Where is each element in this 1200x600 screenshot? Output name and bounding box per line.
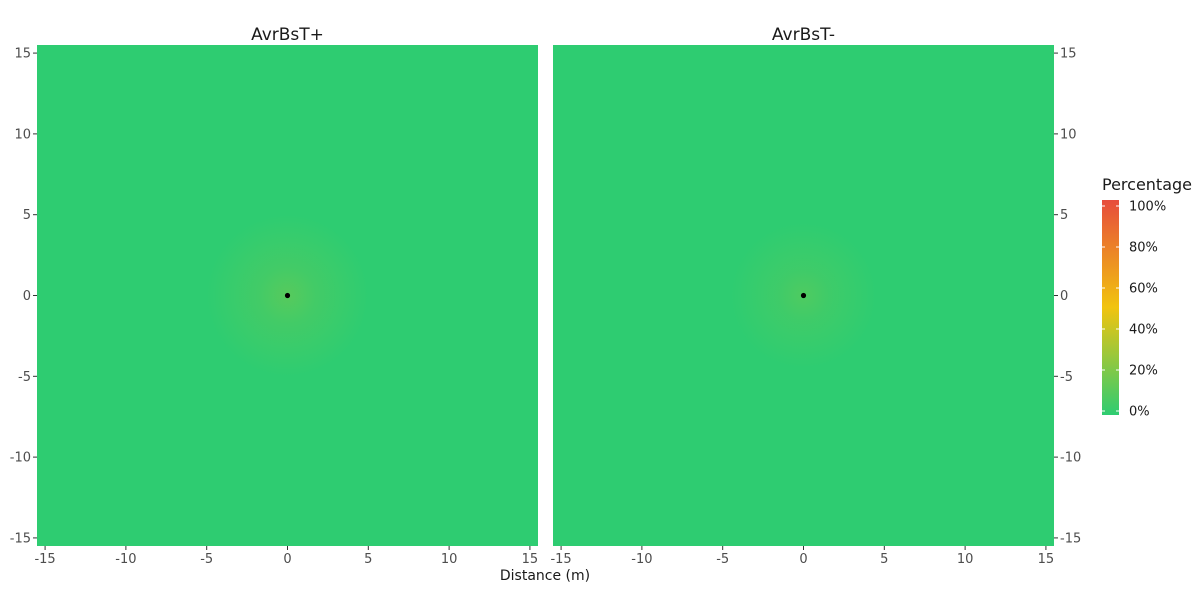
y-tick-label: -15: [1060, 531, 1081, 546]
y-tick-label: 0: [23, 289, 31, 304]
x-axis-label: Distance (m): [500, 568, 590, 584]
y-tick-label: -5: [18, 370, 31, 385]
x-tick-label: 15: [522, 552, 539, 567]
x-tick-label: -5: [200, 552, 213, 567]
x-tick-label: -5: [716, 552, 729, 567]
panel-title: AvrBsT+: [251, 25, 324, 45]
y-tick-label: -10: [1060, 451, 1081, 466]
y-tick-label: 10: [14, 127, 31, 142]
x-tick-label: 10: [957, 552, 974, 567]
panel-title: AvrBsT-: [772, 25, 835, 45]
y-tick-label: 15: [1060, 47, 1077, 62]
y-tick-label: 5: [1060, 208, 1068, 223]
legend-tick-label: 80%: [1129, 241, 1158, 256]
y-tick-label: 5: [23, 208, 31, 223]
legend-title: Percentage: [1102, 175, 1192, 194]
x-tick-label: 5: [880, 552, 888, 567]
x-tick-label: -15: [34, 552, 55, 567]
legend-tick-label: 40%: [1129, 323, 1158, 338]
y-tick-label: -15: [10, 531, 31, 546]
source-point: [800, 292, 807, 299]
x-tick-label: -10: [115, 552, 136, 567]
legend-tick-label: 20%: [1129, 364, 1158, 379]
x-tick-label: 10: [441, 552, 458, 567]
y-tick-label: 0: [1060, 289, 1068, 304]
x-tick-label: -10: [631, 552, 652, 567]
legend-colorbar: [1102, 200, 1119, 415]
y-tick-label: 10: [1060, 127, 1077, 142]
legend-tick-label: 60%: [1129, 282, 1158, 297]
x-tick-label: 0: [799, 552, 807, 567]
y-tick-label: -10: [10, 451, 31, 466]
x-tick-label: 5: [364, 552, 372, 567]
y-tick-label: 15: [14, 47, 31, 62]
x-tick-label: -15: [550, 552, 571, 567]
legend-tick-label: 100%: [1129, 200, 1166, 215]
y-tick-label: -5: [1060, 370, 1073, 385]
source-point: [284, 292, 291, 299]
x-tick-label: 0: [283, 552, 291, 567]
legend-tick-label: 0%: [1129, 405, 1150, 420]
x-tick-label: 15: [1038, 552, 1055, 567]
